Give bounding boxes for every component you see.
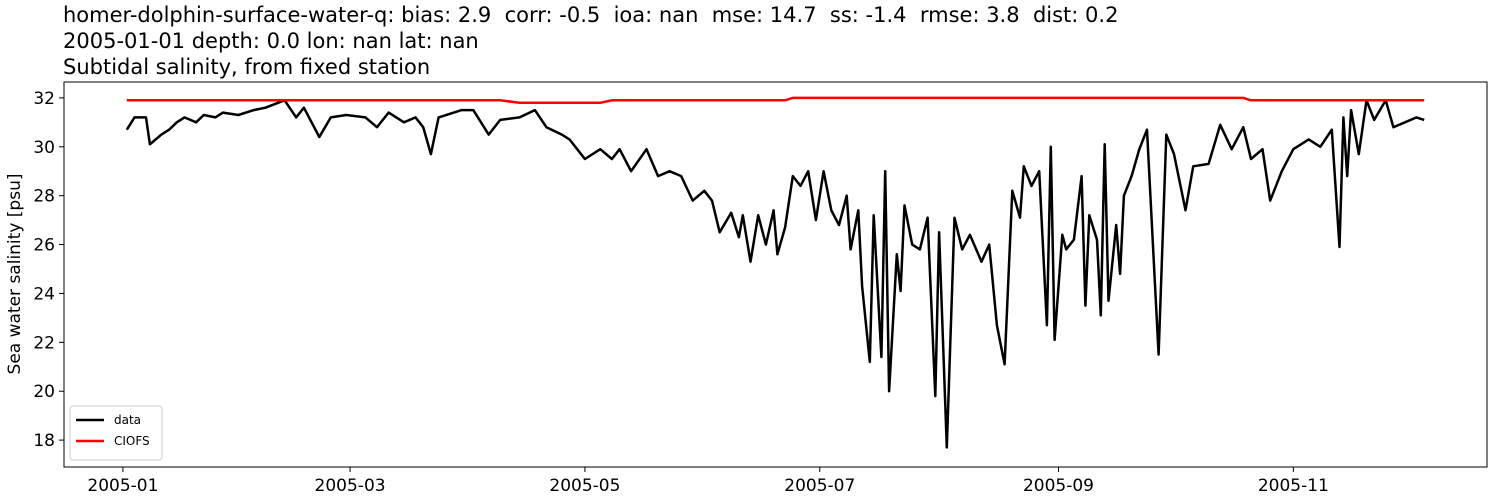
chart-subtitle: 2005-01-01 depth: 0.0 lon: nan lat: nan [63, 29, 479, 53]
x-tick-label: 2005-09 [1023, 476, 1094, 496]
y-tick-label: 32 [33, 89, 55, 109]
x-tick-label: 2005-01 [87, 476, 158, 496]
y-tick-label: 26 [33, 236, 55, 256]
x-tick-label: 2005-11 [1258, 476, 1329, 496]
y-tick-label: 30 [33, 138, 55, 158]
legend-label: data [114, 413, 141, 427]
axes-frame [63, 81, 1488, 468]
y-tick-label: 20 [33, 382, 55, 402]
x-tick-label: 2005-03 [315, 476, 386, 496]
data-line [126, 96, 1425, 105]
data-line [125, 99, 1425, 449]
chart-subtitle: Subtidal salinity, from fixed station [63, 55, 430, 79]
y-tick-label: 28 [33, 187, 55, 207]
plot-area: 18 20 22 24 26 28 30 32 2005-01 2005-03 2005-05 200… [33, 89, 1425, 496]
y-tick-label: 18 [33, 431, 55, 451]
y-tick-label: 22 [33, 333, 55, 353]
y-axis-label: Sea water salinity [psu] [5, 174, 25, 375]
x-tick-label: 2005-05 [549, 476, 620, 496]
legend-label: CIOFS [114, 434, 150, 448]
y-tick-label: 24 [33, 284, 55, 304]
x-tick-label: 2005-07 [784, 476, 855, 496]
chart-title: homer-dolphin-surface-water-q: bias: 2.9… [63, 3, 1118, 27]
